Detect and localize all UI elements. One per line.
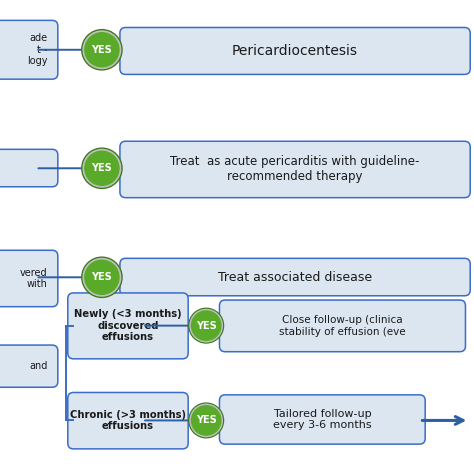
Text: Pericardiocentesis: Pericardiocentesis xyxy=(232,44,358,58)
Text: vered
with: vered with xyxy=(20,268,47,289)
Text: YES: YES xyxy=(196,320,217,331)
Text: YES: YES xyxy=(91,272,112,283)
Circle shape xyxy=(190,404,222,437)
Circle shape xyxy=(85,33,119,67)
Circle shape xyxy=(82,257,122,297)
Text: ade
t -
logy: ade t - logy xyxy=(27,33,47,66)
Circle shape xyxy=(85,260,119,294)
Circle shape xyxy=(189,308,224,343)
Circle shape xyxy=(191,311,221,340)
Circle shape xyxy=(190,310,222,342)
Text: and: and xyxy=(29,361,47,371)
Circle shape xyxy=(83,258,121,296)
Text: Newly (<3 months)
discovered
effusions: Newly (<3 months) discovered effusions xyxy=(74,309,182,343)
Text: YES: YES xyxy=(91,163,112,173)
FancyBboxPatch shape xyxy=(0,345,58,387)
Circle shape xyxy=(83,149,121,187)
FancyBboxPatch shape xyxy=(219,300,465,352)
Text: Close follow-up (clinica
stability of effusion (eve: Close follow-up (clinica stability of ef… xyxy=(279,315,406,337)
Circle shape xyxy=(191,406,221,435)
Circle shape xyxy=(82,30,122,70)
Text: Tailored follow-up
every 3-6 months: Tailored follow-up every 3-6 months xyxy=(273,409,372,430)
Text: YES: YES xyxy=(91,45,112,55)
Circle shape xyxy=(82,148,122,188)
Text: Treat associated disease: Treat associated disease xyxy=(218,271,372,283)
FancyBboxPatch shape xyxy=(68,392,188,449)
FancyBboxPatch shape xyxy=(120,27,470,74)
FancyBboxPatch shape xyxy=(120,258,470,296)
Text: Treat  as acute pericarditis with guideline-
recommended therapy: Treat as acute pericarditis with guideli… xyxy=(170,155,420,183)
Circle shape xyxy=(189,403,224,438)
Text: Chronic (>3 months)
effusions: Chronic (>3 months) effusions xyxy=(70,410,186,431)
FancyBboxPatch shape xyxy=(0,20,58,79)
Text: YES: YES xyxy=(196,415,217,426)
FancyBboxPatch shape xyxy=(0,250,58,307)
Circle shape xyxy=(83,31,121,69)
FancyBboxPatch shape xyxy=(0,149,58,187)
FancyBboxPatch shape xyxy=(219,395,425,444)
FancyBboxPatch shape xyxy=(68,293,188,359)
Circle shape xyxy=(85,151,119,185)
FancyBboxPatch shape xyxy=(120,141,470,198)
